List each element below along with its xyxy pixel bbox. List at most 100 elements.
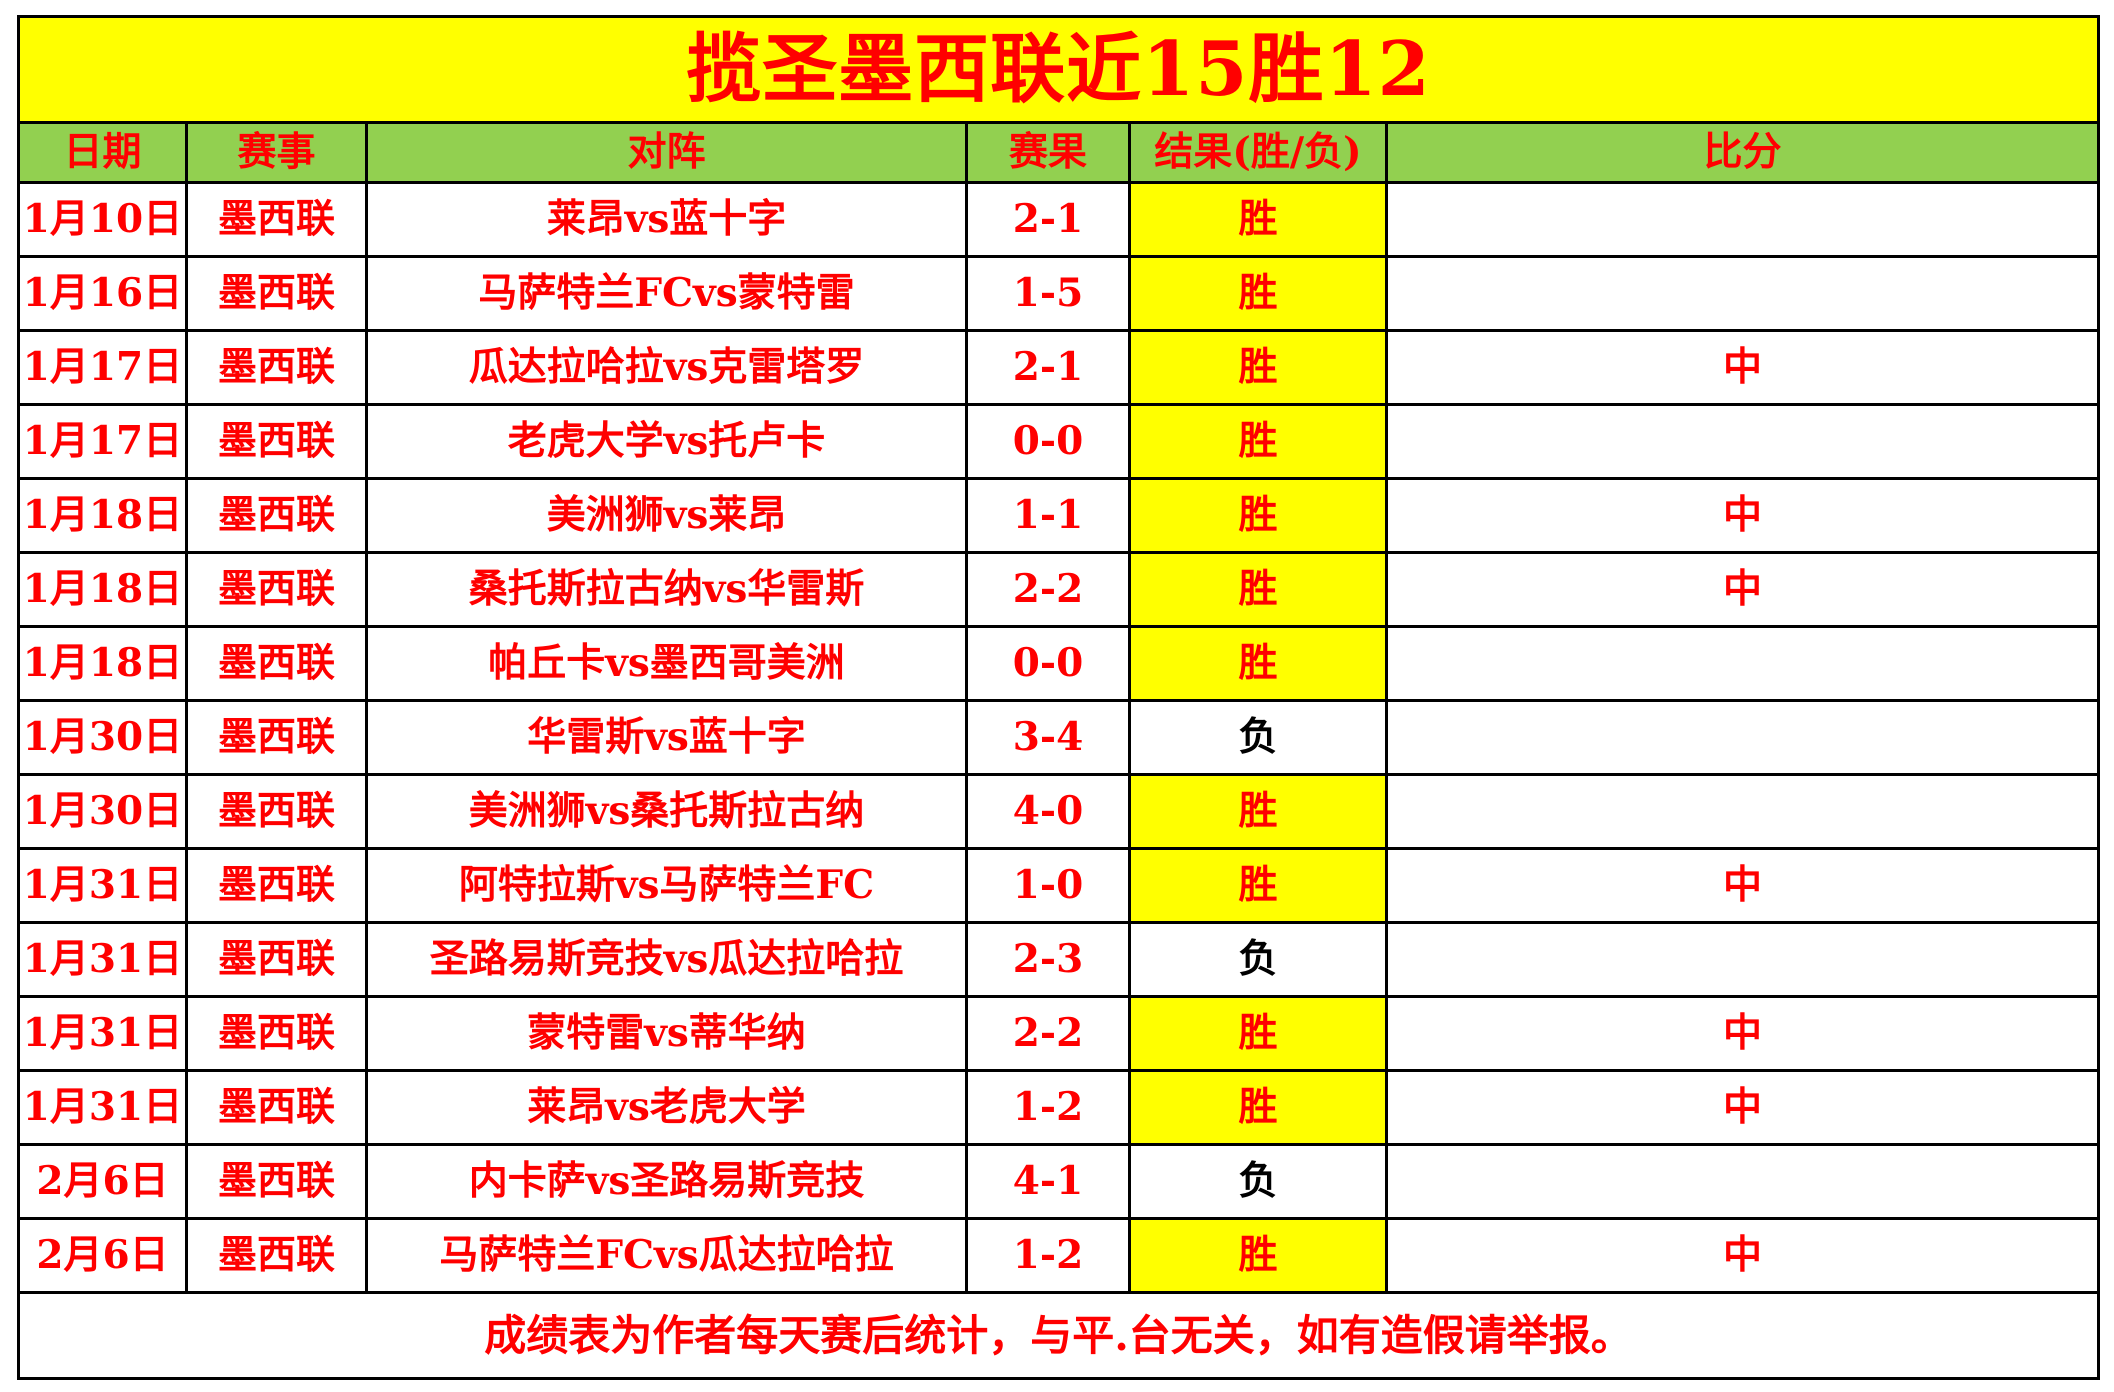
match-result-cell: 胜 <box>1128 477 1388 554</box>
match-date-cell: 1月30日 <box>17 773 188 850</box>
match-score-cell: 0-0 <box>965 403 1131 480</box>
match-score-cell: 1-2 <box>965 1069 1131 1146</box>
match-score-cell: 0-0 <box>965 625 1131 702</box>
match-date: 1月18日 <box>22 492 183 538</box>
match-competition: 墨西联 <box>217 1158 335 1204</box>
match-teams: 美洲狮vs桑托斯拉古纳 <box>468 788 865 834</box>
match-competition-cell: 墨西联 <box>185 255 368 332</box>
match-competition: 墨西联 <box>217 1010 335 1056</box>
match-competition: 墨西联 <box>217 492 335 538</box>
match-result: 胜 <box>1238 640 1278 686</box>
sheet-title-cell: 揽圣墨西联近15胜12 <box>17 15 2100 124</box>
match-date-cell: 1月31日 <box>17 1069 188 1146</box>
match-result: 负 <box>1238 936 1278 982</box>
table-row: 2月6日 墨西联 内卡萨vs圣路易斯竞技 4-1 负 <box>17 1143 2100 1220</box>
match-date: 1月18日 <box>22 640 183 686</box>
match-score-cell: 3-4 <box>965 699 1131 776</box>
match-score-cell: 2-2 <box>965 551 1131 628</box>
match-competition-cell: 墨西联 <box>185 1069 368 1146</box>
match-teams-cell: 马萨特兰FCvs瓜达拉哈拉 <box>365 1217 968 1294</box>
match-score: 2-3 <box>1012 936 1084 982</box>
match-teams-cell: 莱昂vs蓝十字 <box>365 181 968 258</box>
match-pick-cell <box>1385 403 2100 480</box>
match-result-cell: 负 <box>1128 921 1388 998</box>
match-result: 胜 <box>1238 862 1278 908</box>
match-date: 2月6日 <box>36 1158 169 1204</box>
match-result-cell: 胜 <box>1128 551 1388 628</box>
disclaimer-cell: 成绩表为作者每天赛后统计，与平.台无关，如有造假请举报。 <box>17 1291 2100 1380</box>
match-pick: 中 <box>1722 492 1762 538</box>
match-competition: 墨西联 <box>217 862 335 908</box>
table-row: 1月10日 墨西联 莱昂vs蓝十字 2-1 胜 <box>17 181 2100 258</box>
column-header-matchup-label: 对阵 <box>627 129 706 175</box>
match-competition-cell: 墨西联 <box>185 699 368 776</box>
results-table: 揽圣墨西联近15胜12 日期 赛事 对阵 赛果 结果(胜/负) 比分 1月10日… <box>17 15 2100 1380</box>
match-date-cell: 1月30日 <box>17 699 188 776</box>
match-competition: 墨西联 <box>217 566 335 612</box>
header-row: 日期 赛事 对阵 赛果 结果(胜/负) 比分 <box>17 121 2100 184</box>
match-teams-cell: 圣路易斯竞技vs瓜达拉哈拉 <box>365 921 968 998</box>
match-result-cell: 负 <box>1128 699 1388 776</box>
match-teams-cell: 美洲狮vs桑托斯拉古纳 <box>365 773 968 850</box>
match-pick-cell <box>1385 699 2100 776</box>
match-date: 1月30日 <box>22 714 183 760</box>
match-result-cell: 负 <box>1128 1143 1388 1220</box>
match-date: 1月31日 <box>22 936 183 982</box>
table-row: 1月16日 墨西联 马萨特兰FCvs蒙特雷 1-5 胜 <box>17 255 2100 332</box>
match-date-cell: 1月18日 <box>17 551 188 628</box>
table-row: 1月18日 墨西联 桑托斯拉古纳vs华雷斯 2-2 胜 中 <box>17 551 2100 628</box>
footer-row: 成绩表为作者每天赛后统计，与平.台无关，如有造假请举报。 <box>17 1291 2100 1380</box>
match-pick-cell: 中 <box>1385 329 2100 406</box>
table-row: 1月18日 墨西联 美洲狮vs莱昂 1-1 胜 中 <box>17 477 2100 554</box>
match-competition: 墨西联 <box>217 788 335 834</box>
match-teams: 瓜达拉哈拉vs克雷塔罗 <box>468 344 865 390</box>
match-competition: 墨西联 <box>217 1232 335 1278</box>
match-teams-cell: 老虎大学vs托卢卡 <box>365 403 968 480</box>
match-competition-cell: 墨西联 <box>185 773 368 850</box>
match-teams-cell: 阿特拉斯vs马萨特兰FC <box>365 847 968 924</box>
page-title: 揽圣墨西联近15胜12 <box>686 25 1431 113</box>
match-date-cell: 2月6日 <box>17 1217 188 1294</box>
match-competition-cell: 墨西联 <box>185 403 368 480</box>
match-teams: 美洲狮vs莱昂 <box>546 492 787 538</box>
match-date-cell: 1月18日 <box>17 625 188 702</box>
match-teams-cell: 帕丘卡vs墨西哥美洲 <box>365 625 968 702</box>
match-teams: 马萨特兰FCvs瓜达拉哈拉 <box>439 1232 894 1278</box>
match-teams-cell: 华雷斯vs蓝十字 <box>365 699 968 776</box>
match-competition-cell: 墨西联 <box>185 847 368 924</box>
match-result: 胜 <box>1238 270 1278 316</box>
match-competition-cell: 墨西联 <box>185 329 368 406</box>
match-score-cell: 2-2 <box>965 995 1131 1072</box>
match-score: 0-0 <box>1012 418 1084 464</box>
match-competition: 墨西联 <box>217 640 335 686</box>
match-date-cell: 1月17日 <box>17 329 188 406</box>
match-teams-cell: 美洲狮vs莱昂 <box>365 477 968 554</box>
match-date: 1月17日 <box>22 344 183 390</box>
match-teams: 莱昂vs蓝十字 <box>546 196 787 242</box>
match-teams: 老虎大学vs托卢卡 <box>507 418 826 464</box>
match-competition-cell: 墨西联 <box>185 921 368 998</box>
match-competition: 墨西联 <box>217 1084 335 1130</box>
match-pick-cell: 中 <box>1385 477 2100 554</box>
match-result-cell: 胜 <box>1128 403 1388 480</box>
match-teams: 莱昂vs老虎大学 <box>527 1084 806 1130</box>
match-teams-cell: 桑托斯拉古纳vs华雷斯 <box>365 551 968 628</box>
match-score: 1-2 <box>1012 1084 1084 1130</box>
column-header-result: 结果(胜/负) <box>1128 121 1388 184</box>
match-result-cell: 胜 <box>1128 181 1388 258</box>
match-result-cell: 胜 <box>1128 847 1388 924</box>
match-competition: 墨西联 <box>217 344 335 390</box>
match-result: 胜 <box>1238 788 1278 834</box>
column-header-date: 日期 <box>17 121 188 184</box>
match-score-cell: 4-1 <box>965 1143 1131 1220</box>
column-header-result-label: 结果(胜/负) <box>1154 129 1362 175</box>
match-pick: 中 <box>1722 862 1762 908</box>
match-result: 胜 <box>1238 566 1278 612</box>
match-teams: 帕丘卡vs墨西哥美洲 <box>488 640 845 686</box>
match-competition: 墨西联 <box>217 418 335 464</box>
table-row: 1月18日 墨西联 帕丘卡vs墨西哥美洲 0-0 胜 <box>17 625 2100 702</box>
match-result: 胜 <box>1238 1232 1278 1278</box>
match-date: 1月30日 <box>22 788 183 834</box>
match-date-cell: 1月31日 <box>17 921 188 998</box>
match-competition-cell: 墨西联 <box>185 477 368 554</box>
